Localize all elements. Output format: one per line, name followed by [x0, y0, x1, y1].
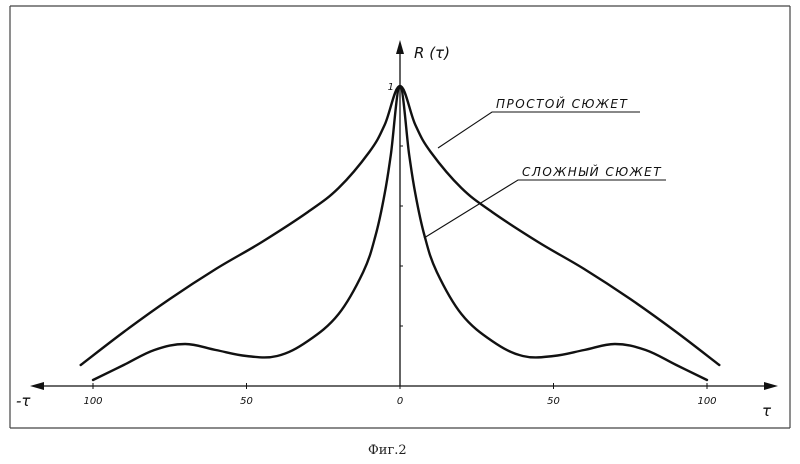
- y-axis-label: R (τ): [414, 44, 450, 62]
- figure-caption: Фиг.2: [368, 443, 407, 458]
- x-tick-label: 50: [547, 396, 560, 407]
- x-axis-arrow-left: [30, 382, 44, 390]
- x-axis-arrow-right: [764, 382, 778, 390]
- y-tick-label: 1: [388, 82, 394, 93]
- leader-line-simple-plot: [438, 112, 640, 148]
- series-label-complex-plot: СЛОЖНЫЙ СЮЖЕТ: [522, 164, 662, 179]
- x-axis-label-right: τ: [762, 402, 772, 420]
- x-tick-label: 0: [397, 396, 403, 407]
- x-axis-label-left: -τ: [16, 392, 31, 410]
- x-tick-label: 100: [83, 396, 102, 407]
- x-tick-label: 50: [240, 396, 253, 407]
- x-tick-label: 100: [697, 396, 716, 407]
- y-axis-arrow: [396, 40, 404, 54]
- leader-line-complex-plot: [424, 180, 666, 238]
- series-label-simple-plot: ПРОСТОЙ СЮЖЕТ: [496, 96, 628, 111]
